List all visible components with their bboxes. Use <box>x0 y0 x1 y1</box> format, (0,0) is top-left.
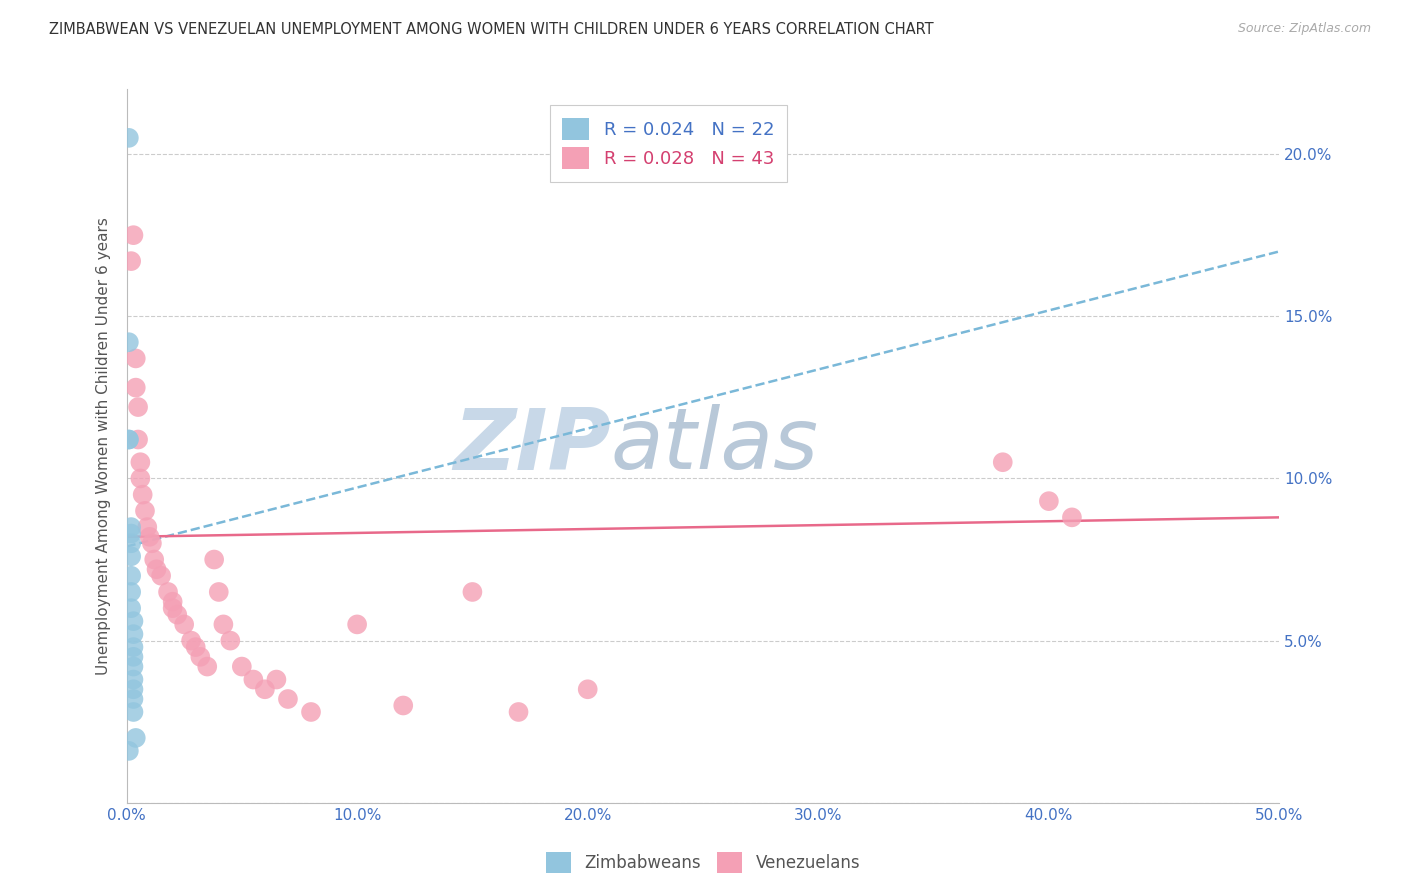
Point <box>166 607 188 622</box>
Point <box>991 455 1014 469</box>
Point <box>576 682 599 697</box>
Text: Source: ZipAtlas.com: Source: ZipAtlas.com <box>1237 22 1371 36</box>
Point <box>125 731 148 745</box>
Point <box>125 351 148 366</box>
Point <box>253 682 276 697</box>
Point <box>138 530 160 544</box>
Point <box>461 585 484 599</box>
Point <box>122 705 145 719</box>
Point <box>1038 494 1060 508</box>
Point <box>122 614 145 628</box>
Point <box>180 633 202 648</box>
Point <box>122 649 145 664</box>
Point <box>122 673 145 687</box>
Point <box>392 698 415 713</box>
Point <box>127 400 149 414</box>
Point <box>118 433 141 447</box>
Point <box>231 659 253 673</box>
Point <box>1060 510 1083 524</box>
Point <box>150 568 173 582</box>
Point <box>212 617 235 632</box>
Point <box>346 617 368 632</box>
Point <box>125 381 148 395</box>
Legend: R = 0.024   N = 22, R = 0.028   N = 43: R = 0.024 N = 22, R = 0.028 N = 43 <box>550 105 787 182</box>
Point <box>299 705 322 719</box>
Point <box>134 504 156 518</box>
Point <box>202 552 225 566</box>
Point <box>122 640 145 654</box>
Point <box>129 471 152 485</box>
Point <box>242 673 264 687</box>
Point <box>120 601 142 615</box>
Point <box>118 131 141 145</box>
Point <box>120 254 142 268</box>
Point <box>141 536 163 550</box>
Point <box>120 536 142 550</box>
Point <box>120 526 142 541</box>
Point <box>120 568 142 582</box>
Point <box>122 228 145 243</box>
Point <box>131 488 153 502</box>
Point <box>120 549 142 564</box>
Point <box>508 705 530 719</box>
Point <box>266 673 288 687</box>
Point <box>184 640 207 654</box>
Text: ZIMBABWEAN VS VENEZUELAN UNEMPLOYMENT AMONG WOMEN WITH CHILDREN UNDER 6 YEARS CO: ZIMBABWEAN VS VENEZUELAN UNEMPLOYMENT AM… <box>49 22 934 37</box>
Legend: Zimbabweans, Venezuelans: Zimbabweans, Venezuelans <box>538 846 868 880</box>
Point <box>136 520 159 534</box>
Y-axis label: Unemployment Among Women with Children Under 6 years: Unemployment Among Women with Children U… <box>96 217 111 675</box>
Point <box>219 633 242 648</box>
Point <box>195 659 218 673</box>
Point <box>157 585 180 599</box>
Point <box>127 433 149 447</box>
Point <box>120 585 142 599</box>
Point <box>145 562 167 576</box>
Point <box>162 601 184 615</box>
Point <box>277 692 299 706</box>
Point <box>118 744 141 758</box>
Point <box>122 659 145 673</box>
Point <box>188 649 211 664</box>
Text: atlas: atlas <box>610 404 818 488</box>
Point <box>120 520 142 534</box>
Point <box>122 682 145 697</box>
Point <box>118 335 141 350</box>
Text: ZIP: ZIP <box>453 404 610 488</box>
Point <box>118 433 141 447</box>
Point <box>122 627 145 641</box>
Point <box>129 455 152 469</box>
Point <box>143 552 166 566</box>
Point <box>208 585 231 599</box>
Point <box>162 595 184 609</box>
Point <box>122 692 145 706</box>
Point <box>173 617 195 632</box>
